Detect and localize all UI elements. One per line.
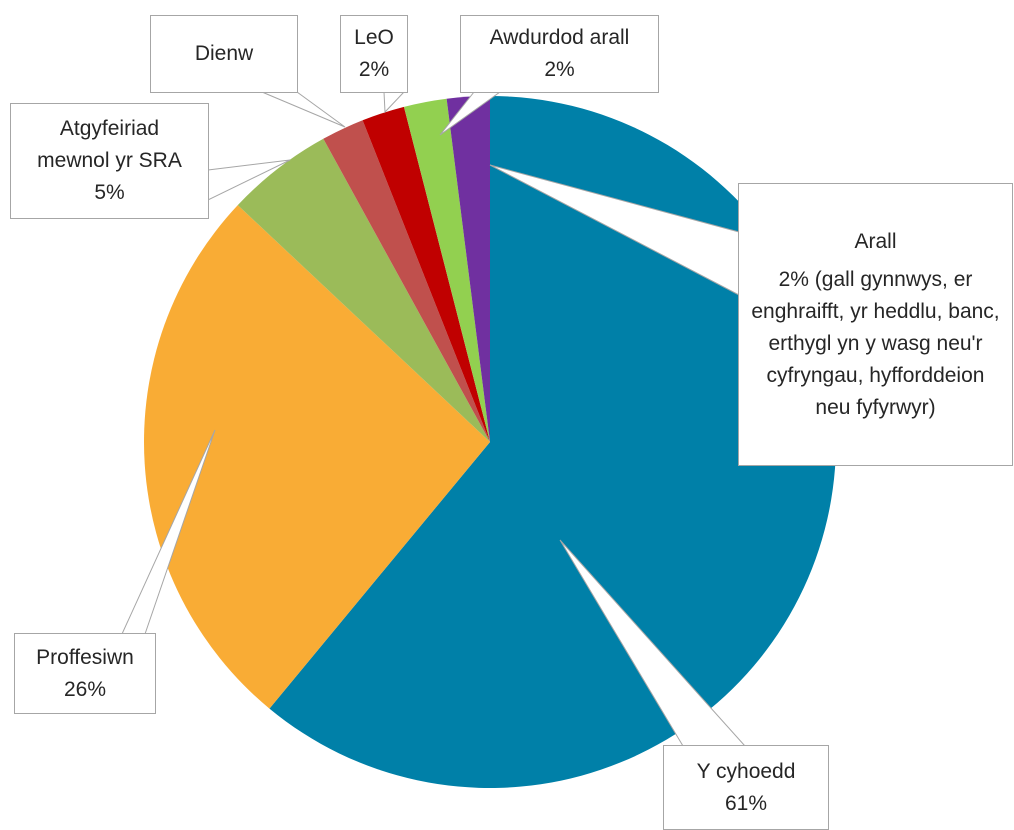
data-label: Awdurdod arall 2% (460, 15, 659, 93)
data-label: Atgyfeiriad mewnol yr SRA 5% (10, 103, 209, 219)
category-label: Y cyhoedd (696, 759, 796, 783)
category-label: Proffesiwn (36, 645, 134, 669)
callout (261, 91, 346, 128)
value-label: 61% (724, 791, 768, 815)
pie-slice (143, 205, 491, 709)
category-label: Atgyfeiriad mewnol yr SRA (37, 117, 182, 172)
value-label: 5% (94, 181, 125, 204)
value-label: 2% (358, 58, 390, 81)
category-label: LeO (354, 26, 394, 49)
pie-slice (403, 98, 490, 443)
category-label: Awdurdod arall (489, 26, 630, 49)
data-label: Arall 2% (gall gynnwys, er enghraifft, yr… (738, 183, 1013, 466)
category-label: Arall (854, 229, 897, 253)
value-label: 2% (544, 58, 575, 81)
data-label: Dienw (150, 15, 298, 93)
category-label: Dienw (194, 42, 254, 65)
pie-slice (446, 96, 490, 442)
data-label: LeO 2% (340, 15, 408, 93)
pie-slice (362, 106, 490, 442)
value-label: 2% (gall gynnwys, er enghraifft, yr hedd… (751, 267, 1000, 419)
data-label: Y cyhoedd 61% (663, 745, 829, 830)
pie-slice (237, 138, 490, 442)
pie-slice (323, 120, 490, 442)
data-label: Proffesiwn 26% (14, 633, 156, 714)
value-label: 26% (63, 677, 107, 701)
